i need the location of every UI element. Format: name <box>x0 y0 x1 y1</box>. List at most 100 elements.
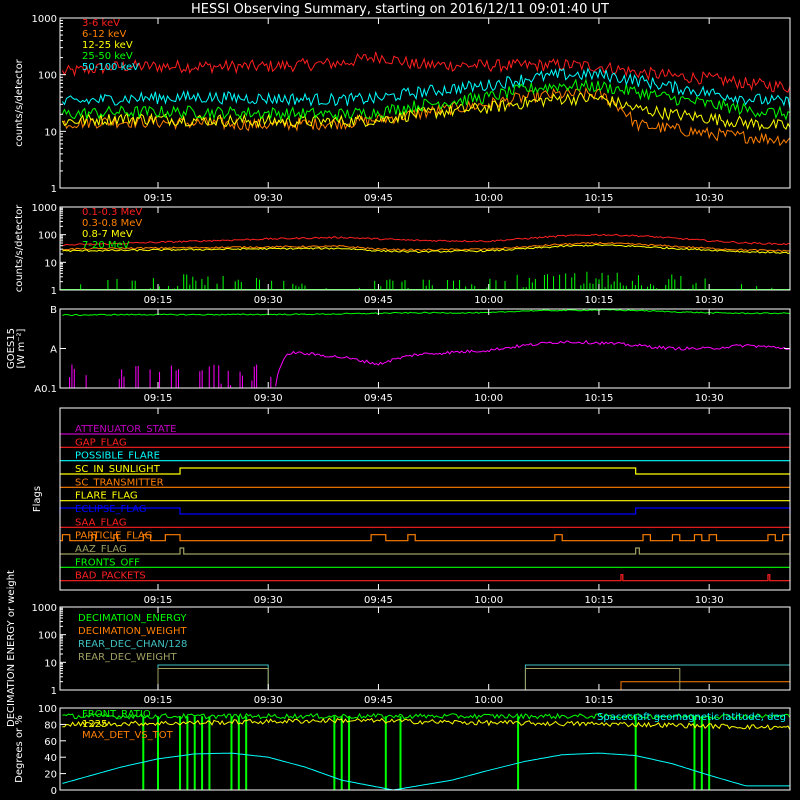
low_energy-y-tick-label: 100 <box>38 71 57 82</box>
goes-y-tick-label: A0.1 <box>34 384 57 395</box>
flag-line-6 <box>59 507 791 515</box>
flag-label-11: BAD_PACKETS <box>75 571 146 582</box>
high_energy-frame <box>59 206 791 291</box>
decimation-y-tick-label: 1 <box>51 686 57 697</box>
flag-line-3 <box>60 467 790 475</box>
low_energy-time-label: 10:15 <box>585 193 614 204</box>
ratios-legend-0: FRONT_RATIO <box>82 709 151 720</box>
decimation-time-label: 09:15 <box>144 695 173 706</box>
ratios-legend-2: 1225 <box>82 719 107 730</box>
series-goes-short <box>275 339 791 387</box>
ratios-legend-3: MAX_DET_VS_TOT <box>82 730 174 741</box>
flags-time-label: 09:45 <box>364 595 393 606</box>
decimation-y-tick-label: 10 <box>44 658 57 669</box>
panel-goes: A0.1 A B 09:15 09:30 09:45 10:00 10:15 10:30 GOES… <box>6 305 791 404</box>
ratios-legend-latitude: Spacecraft geomagnetic latitude, deg <box>597 712 786 723</box>
panel-high_energy: 1 10 100 1000 09:15 09:30 09:45 10:00 10:15 10:30… <box>14 203 791 306</box>
panel-low_energy: 1 10 100 1000 09:15 09:30 09:45 10:00 10:15 10:30… <box>14 14 791 204</box>
decimation-frame <box>59 606 791 691</box>
low_energy-legend-1: 6-12 keV <box>82 29 126 40</box>
low_energy-time-label: 09:15 <box>144 193 173 204</box>
flag-line-9 <box>60 547 790 555</box>
goes-ylabel: GOES15 <box>6 328 17 369</box>
decimation-time-label: 10:15 <box>585 695 614 706</box>
flag-label-8: PARTICLE_FLAG <box>75 531 152 542</box>
flag-label-4: SC_TRANSMITTER <box>75 477 164 488</box>
flag-label-1: GAP_FLAG <box>75 437 127 448</box>
ratios-ylabel: Degrees or % <box>14 715 25 783</box>
flag-line-11 <box>60 574 790 582</box>
goes-ylabel-unit: [W m⁻²] <box>16 328 27 368</box>
goes-time-label: 10:00 <box>474 393 503 404</box>
ratios-y-tick-label: 100 <box>38 704 57 715</box>
panel-decimation: 1 10 100 1000 09:15 09:30 09:45 10:00 10:15 10:30… <box>6 570 791 727</box>
decimation-legend-2: REAR_DEC_CHAN/128 <box>78 639 187 650</box>
ratios-frame <box>59 707 791 791</box>
flag-label-5: FLARE_FLAG <box>75 491 138 502</box>
goes-time-label: 10:30 <box>695 393 724 404</box>
decimation-ylabel: DECIMATION ENERGY or weight <box>6 570 17 727</box>
flag-line-8 <box>60 534 791 542</box>
low_energy-time-label: 09:30 <box>254 193 283 204</box>
flags-time-label: 09:30 <box>254 595 283 606</box>
decimation-legend-1: DECIMATION_WEIGHT <box>78 626 187 637</box>
low_energy-ylabel: counts/s/detector <box>14 58 25 146</box>
high_energy-y-tick-label: 100 <box>38 231 57 242</box>
high_energy-y-tick-label: 10 <box>44 258 57 269</box>
flags-time-label: 10:00 <box>474 595 503 606</box>
flag-label-7: SAA_FLAG <box>75 517 126 528</box>
ratios-y-tick-label: 0 <box>51 786 57 797</box>
decimation-y-tick-label: 100 <box>38 631 57 642</box>
series-1-0 <box>62 233 790 247</box>
flag-label-10: FRONTS_OFF <box>75 557 140 568</box>
ratios-series-1 <box>62 717 791 731</box>
flag-label-9: AAZ_FLAG <box>75 544 127 555</box>
series-1-2 <box>62 243 791 255</box>
figure-title: HESSI Observing Summary, starting on 201… <box>191 2 609 17</box>
low_energy-legend-0: 3-6 keV <box>82 18 120 29</box>
panel-flags: ATTENUATOR_STATE GAP_FLAG POSSIBLE_FLARE SC… <box>32 407 791 606</box>
decimation-time-label: 09:45 <box>364 695 393 706</box>
flags-time-label: 09:15 <box>144 595 173 606</box>
decimation-time-label: 10:00 <box>474 695 503 706</box>
low_energy-legend-2: 12-25 keV <box>82 40 133 51</box>
high_energy-y-tick-label: 1 <box>51 286 57 297</box>
high_energy-time-label: 09:30 <box>254 295 283 306</box>
decimation-time-label: 10:30 <box>695 695 724 706</box>
ratios-y-tick-label: 60 <box>44 737 57 748</box>
goes-y-tick-label: B <box>50 305 57 316</box>
flags-time-label: 10:30 <box>695 595 724 606</box>
goes-time-label: 10:15 <box>585 393 614 404</box>
low_energy-y-tick-label: 1 <box>51 184 57 195</box>
high_energy-legend-1: 0.3-0.8 MeV <box>82 218 142 229</box>
decimation-y-tick-label: 1000 <box>32 603 57 614</box>
high_energy-ylabel: counts/s/detector <box>14 204 25 292</box>
decimation-time-label: 09:30 <box>254 695 283 706</box>
series-0-3 <box>61 78 791 122</box>
high_energy-time-label: 09:45 <box>364 295 393 306</box>
ratios-series-0 <box>62 712 791 720</box>
low_energy-time-label: 09:45 <box>364 193 393 204</box>
decimation-legend-0: DECIMATION_ENERGY <box>78 613 187 624</box>
goes-time-label: 09:45 <box>364 393 393 404</box>
low_energy-time-label: 10:00 <box>474 193 503 204</box>
decimation-legend-3: REAR_DEC_WEIGHT <box>78 652 177 663</box>
low_energy-time-label: 10:30 <box>695 193 724 204</box>
goes-y-tick-label: A <box>50 345 57 356</box>
series-0-2 <box>61 92 791 132</box>
high_energy-legend-3: 7-20 MeV <box>82 240 130 251</box>
low_energy-y-tick-label: 10 <box>44 127 57 138</box>
goes-time-label: 09:30 <box>254 393 283 404</box>
flags-frame <box>59 407 791 591</box>
series-0-4 <box>61 67 791 109</box>
high_energy-time-label: 09:15 <box>144 295 173 306</box>
series-0-0 <box>61 51 791 93</box>
flags-ylabel: Flags <box>32 486 43 512</box>
high_energy-time-label: 10:00 <box>474 295 503 306</box>
ratios-series-4 <box>62 752 790 791</box>
low_energy-legend-3: 25-50 keV <box>82 51 133 62</box>
goes-time-label: 09:15 <box>144 393 173 404</box>
low_energy-frame <box>59 17 791 189</box>
high_energy-legend-2: 0.8-7 MeV <box>82 229 133 240</box>
